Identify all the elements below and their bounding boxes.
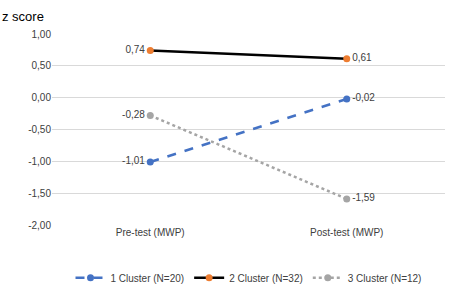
svg-text:z score: z score: [2, 9, 44, 24]
svg-text:0,61: 0,61: [352, 52, 372, 63]
svg-text:Pre-test (MWP): Pre-test (MWP): [116, 227, 185, 238]
svg-text:1,00: 1,00: [32, 29, 52, 40]
svg-text:1 Cluster (N=20): 1 Cluster (N=20): [111, 273, 185, 284]
svg-text:-2,00: -2,00: [28, 220, 51, 231]
svg-text:-0,02: -0,02: [352, 92, 375, 103]
svg-text:-1,59: -1,59: [352, 192, 375, 203]
svg-text:-0,28: -0,28: [122, 109, 145, 120]
svg-text:3 Cluster (N=12): 3 Cluster (N=12): [348, 273, 422, 284]
svg-text:-0,50: -0,50: [28, 124, 51, 135]
svg-text:-1,01: -1,01: [122, 155, 145, 166]
svg-text:0,50: 0,50: [32, 60, 52, 71]
svg-text:-1,00: -1,00: [28, 156, 51, 167]
svg-text:0,74: 0,74: [125, 44, 145, 55]
svg-text:0,00: 0,00: [32, 92, 52, 103]
svg-text:Post-test (MWP): Post-test (MWP): [310, 227, 383, 238]
svg-text:2 Cluster (N=32): 2 Cluster (N=32): [229, 273, 303, 284]
svg-text:-1,50: -1,50: [28, 188, 51, 199]
